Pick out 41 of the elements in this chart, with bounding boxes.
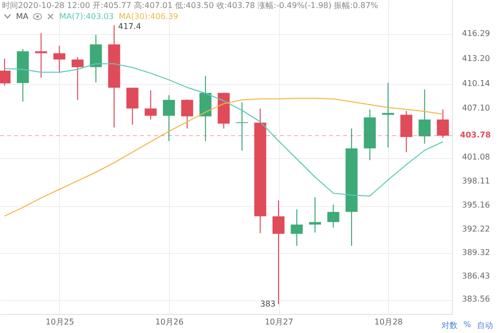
candlestick [53,45,66,74]
y-tick-label: 395.16 [462,200,490,210]
x-tick-label: 10月26 [155,318,184,326]
y-tick-label: 389.32 [462,248,490,257]
x-tick-label: 10月27 [264,318,294,326]
y-tick-label: 407.10 [462,104,490,113]
y-tick-label: 413.20 [462,54,490,64]
candlestick [162,94,175,142]
annotation: 383 [260,299,276,308]
annotation: 417.4 [118,22,142,32]
candlestick [72,56,84,100]
y-tick-label: 398.11 [462,176,490,186]
candlestick [0,58,11,86]
candlestick [181,98,194,129]
candlestick [382,82,394,148]
y-tick-label: 401.08 [462,152,490,162]
chart-title: 时间2020-10-28 12:00 开:405.77 高:407.01 低:403.50 收:403.78 涨幅:-0.49%(-1.98) 振幅:0.87% [2,0,378,11]
candlestick [126,87,138,126]
legend-title: MA [16,12,28,21]
candlestick [290,208,303,246]
text: 自动 [477,320,493,331]
candlestick [309,196,322,234]
y-tick-label: 392.22 [462,224,490,234]
text: MA(7):403.03 [59,12,114,21]
text: 对数 [441,320,458,331]
x-tick-label: 10月25 [46,318,74,326]
candlestick [400,110,412,153]
y-tick-label: 383.56 [462,294,490,304]
y-tick-label: 416.29 [462,29,490,38]
x-tick-label: 10月28 [374,318,403,326]
text: % [463,320,471,331]
candlestick [418,88,431,144]
y-tick-label: 410.14 [462,79,490,88]
candlestick [436,108,449,138]
candlestick [144,90,157,120]
text: MA(30):406.39 [118,12,178,21]
candlestick [90,34,102,83]
candlestick [327,204,340,228]
ref-line-label: 403.78 [460,130,492,140]
y-tick-label: 386.43 [462,271,490,280]
candlestick [199,76,212,142]
